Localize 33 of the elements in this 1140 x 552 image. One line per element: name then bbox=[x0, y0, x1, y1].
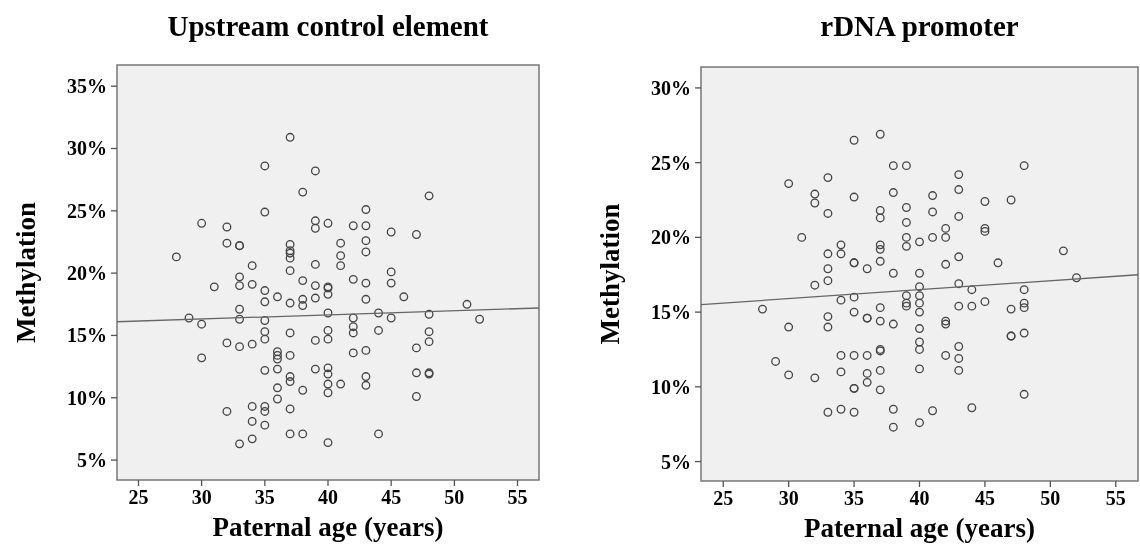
x-tick-label: 35 bbox=[254, 486, 275, 508]
x-axis-title: Paternal age (years) bbox=[804, 513, 1035, 543]
y-tick-label: 30% bbox=[651, 76, 691, 99]
y-tick-label: 10% bbox=[651, 375, 691, 398]
y-tick-label: 30% bbox=[67, 137, 107, 160]
y-tick-label: 5% bbox=[661, 450, 691, 473]
x-tick-label: 55 bbox=[507, 486, 528, 508]
x-tick-label: 55 bbox=[1105, 487, 1126, 509]
y-tick-label: 15% bbox=[67, 324, 107, 347]
x-tick-label: 45 bbox=[974, 487, 995, 509]
x-tick-label: 30 bbox=[778, 487, 799, 509]
y-tick-label: 20% bbox=[67, 262, 107, 285]
y-tick-label: 15% bbox=[651, 301, 691, 324]
x-tick-label: 50 bbox=[444, 486, 465, 508]
x-tick-label: 50 bbox=[1040, 487, 1061, 509]
y-tick-label: 25% bbox=[67, 199, 107, 222]
x-tick-label: 35 bbox=[844, 487, 865, 509]
x-tick-label: 45 bbox=[381, 486, 402, 508]
y-tick-label: 20% bbox=[651, 226, 691, 249]
y-axis-title: Methylation bbox=[595, 203, 625, 345]
x-tick-label: 40 bbox=[909, 487, 930, 509]
y-tick-label: 5% bbox=[77, 449, 107, 472]
y-axis-title: Methylation bbox=[11, 202, 41, 343]
y-tick-label: 10% bbox=[67, 386, 107, 409]
chart-title: rDNA promoter bbox=[820, 10, 1019, 42]
x-tick-label: 40 bbox=[318, 486, 338, 508]
y-tick-label: 25% bbox=[651, 151, 691, 174]
chart-title: Upstream control element bbox=[167, 10, 489, 42]
x-tick-label: 30 bbox=[191, 486, 212, 508]
x-tick-label: 25 bbox=[713, 487, 734, 509]
x-axis-title: Paternal age (years) bbox=[212, 512, 444, 542]
y-tick-label: 35% bbox=[67, 75, 107, 98]
x-tick-label: 25 bbox=[128, 486, 149, 508]
